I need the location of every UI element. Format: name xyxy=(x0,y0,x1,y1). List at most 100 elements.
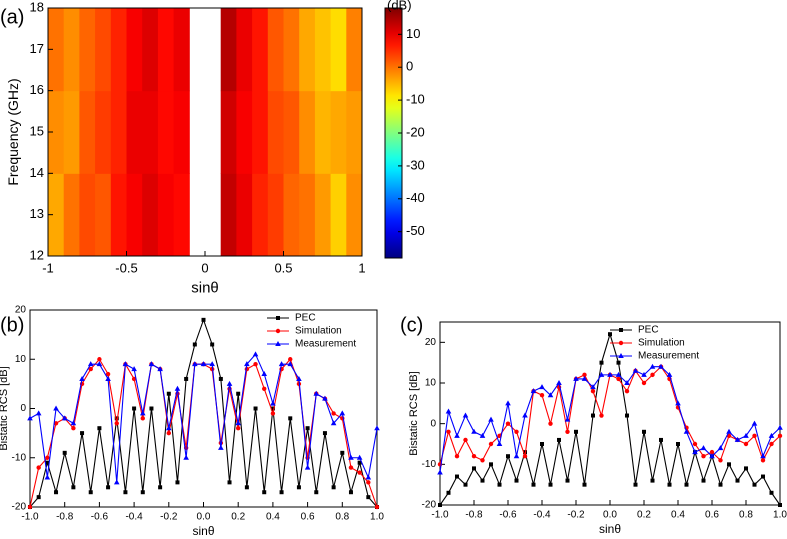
y-tick-label: 0 xyxy=(20,403,26,414)
marker xyxy=(667,482,672,487)
heatmap-cell xyxy=(63,8,80,92)
marker xyxy=(472,466,476,471)
marker xyxy=(574,429,578,434)
x-tick-label: 1.0 xyxy=(370,512,384,523)
heatmap-cell xyxy=(299,90,316,174)
marker xyxy=(768,432,775,438)
marker xyxy=(45,460,50,465)
legend-label: Measurement xyxy=(295,339,356,350)
y-tick-label: 13 xyxy=(30,206,44,221)
marker xyxy=(649,363,656,369)
heatmap-cell xyxy=(346,90,363,174)
marker xyxy=(556,380,562,385)
marker xyxy=(200,361,207,367)
x-tick-label: 0.2 xyxy=(231,512,245,523)
x-tick-label: -0.8 xyxy=(465,510,483,521)
x-tick-label: 1.0 xyxy=(773,510,787,521)
marker xyxy=(348,490,353,495)
marker xyxy=(252,351,259,357)
marker xyxy=(157,366,163,372)
colorbar-tick-label: -30 xyxy=(406,157,425,172)
x-tick-label: -0.4 xyxy=(125,512,143,523)
marker xyxy=(734,436,741,442)
marker xyxy=(633,482,638,487)
heatmap-cell xyxy=(267,8,284,92)
marker xyxy=(296,375,302,381)
marker xyxy=(296,485,301,490)
marker xyxy=(438,503,442,507)
marker xyxy=(744,466,748,471)
y-tick-label: 16 xyxy=(30,82,44,97)
marker xyxy=(287,361,294,367)
marker xyxy=(547,392,554,398)
heatmap-cell xyxy=(220,90,237,174)
marker xyxy=(88,366,93,372)
marker xyxy=(27,504,33,510)
marker xyxy=(131,376,137,382)
marker xyxy=(96,361,103,367)
marker xyxy=(148,361,155,367)
heatmap-cell xyxy=(330,173,347,257)
marker xyxy=(97,426,102,431)
x-tick-label: 0.4 xyxy=(266,512,280,523)
colorbar-tick-label: 10 xyxy=(406,26,420,41)
marker xyxy=(340,450,345,455)
marker xyxy=(616,360,621,365)
plot-frame xyxy=(439,321,781,506)
marker xyxy=(446,429,451,434)
heatmap-cell xyxy=(63,90,80,174)
heatmap-cell xyxy=(79,90,96,174)
heatmap-cell xyxy=(330,8,347,92)
marker xyxy=(497,482,502,487)
marker xyxy=(599,413,604,418)
marker xyxy=(314,490,319,495)
legend-label: Measurement xyxy=(638,351,699,362)
heatmap-cell xyxy=(236,8,253,92)
marker xyxy=(598,371,605,377)
marker xyxy=(624,388,630,394)
marker xyxy=(88,490,93,495)
marker xyxy=(278,361,285,367)
y-tick-label: -10 xyxy=(422,459,437,470)
marker xyxy=(339,410,346,416)
heatmap-cell xyxy=(95,173,112,257)
marker xyxy=(446,490,451,495)
marker xyxy=(253,361,258,367)
heatmap-cell xyxy=(126,8,143,92)
marker xyxy=(642,429,646,434)
marker xyxy=(270,406,275,411)
marker xyxy=(471,454,477,459)
heatmap-cell xyxy=(283,173,300,257)
marker xyxy=(590,388,596,394)
marker xyxy=(479,432,486,438)
marker xyxy=(641,371,647,377)
marker xyxy=(79,375,85,381)
x-tick-label: -1.0 xyxy=(21,512,39,523)
heatmap-cell xyxy=(157,8,175,92)
marker xyxy=(87,361,94,367)
y-axis-label: Bistatic RCS [dB] xyxy=(408,371,420,455)
marker xyxy=(565,429,570,434)
marker xyxy=(70,420,77,426)
marker xyxy=(113,479,120,485)
marker xyxy=(132,406,137,411)
marker xyxy=(158,485,163,490)
marker xyxy=(71,426,76,431)
marker xyxy=(357,460,362,465)
heatmap-cell xyxy=(173,8,190,92)
heatmap-cell xyxy=(110,173,127,257)
marker xyxy=(122,361,129,367)
marker xyxy=(726,428,732,434)
marker xyxy=(684,482,689,487)
heatmap-cell xyxy=(267,173,284,257)
marker xyxy=(331,411,336,416)
heatmap-cell xyxy=(110,90,127,174)
legend-label: Simulation xyxy=(295,326,342,337)
marker xyxy=(513,453,520,459)
marker xyxy=(590,384,596,390)
marker xyxy=(279,490,284,495)
marker xyxy=(683,428,690,434)
y-tick-label: 20 xyxy=(425,337,437,348)
x-tick-label: 0.4 xyxy=(671,510,685,521)
marker xyxy=(36,465,41,470)
